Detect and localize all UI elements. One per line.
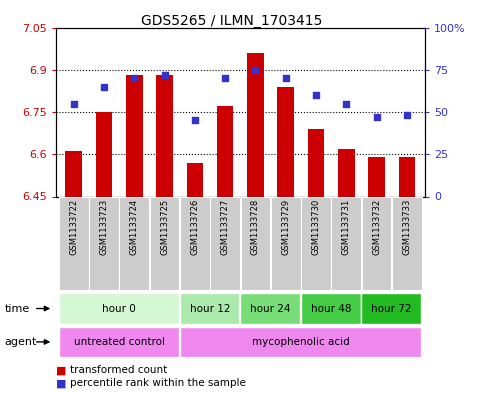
Bar bbox=[362, 197, 391, 290]
Bar bbox=[392, 197, 422, 290]
Bar bbox=[210, 197, 240, 290]
Bar bbox=[126, 75, 142, 196]
Text: ■: ■ bbox=[56, 365, 66, 375]
Point bbox=[342, 100, 350, 107]
Bar bbox=[331, 197, 361, 290]
Text: hour 72: hour 72 bbox=[371, 303, 412, 314]
Bar bbox=[65, 151, 82, 196]
Bar bbox=[59, 197, 88, 290]
Text: GSM1133728: GSM1133728 bbox=[251, 198, 260, 255]
Point bbox=[312, 92, 320, 98]
Bar bbox=[119, 197, 149, 290]
Text: GSM1133729: GSM1133729 bbox=[281, 198, 290, 255]
Bar bbox=[361, 294, 421, 323]
Bar bbox=[58, 294, 179, 323]
Text: untreated control: untreated control bbox=[73, 337, 165, 347]
Bar bbox=[150, 197, 179, 290]
Point bbox=[70, 100, 78, 107]
Bar bbox=[301, 294, 360, 323]
Text: GSM1133731: GSM1133731 bbox=[342, 198, 351, 255]
Text: GSM1133725: GSM1133725 bbox=[160, 198, 169, 255]
Bar bbox=[96, 112, 113, 196]
Bar bbox=[368, 157, 385, 196]
Text: hour 24: hour 24 bbox=[250, 303, 291, 314]
Text: hour 48: hour 48 bbox=[311, 303, 352, 314]
Text: hour 0: hour 0 bbox=[102, 303, 136, 314]
Text: GSM1133722: GSM1133722 bbox=[69, 198, 78, 255]
Text: mycophenolic acid: mycophenolic acid bbox=[252, 337, 350, 347]
Bar bbox=[58, 327, 179, 357]
Bar bbox=[277, 86, 294, 196]
Text: GSM1133733: GSM1133733 bbox=[402, 198, 412, 255]
Bar bbox=[338, 149, 355, 196]
Text: transformed count: transformed count bbox=[70, 365, 167, 375]
Point bbox=[373, 114, 381, 120]
Point bbox=[191, 117, 199, 123]
Text: ■: ■ bbox=[56, 378, 66, 388]
Bar bbox=[180, 327, 421, 357]
Bar bbox=[247, 53, 264, 196]
Bar bbox=[241, 197, 270, 290]
Bar bbox=[89, 197, 119, 290]
Bar bbox=[180, 294, 240, 323]
Text: agent: agent bbox=[5, 337, 37, 347]
Text: GSM1133723: GSM1133723 bbox=[99, 198, 109, 255]
Bar bbox=[156, 75, 173, 196]
Point bbox=[161, 72, 169, 78]
Bar bbox=[308, 129, 325, 196]
Text: percentile rank within the sample: percentile rank within the sample bbox=[70, 378, 246, 388]
Text: time: time bbox=[5, 303, 30, 314]
Bar bbox=[186, 163, 203, 196]
Bar bbox=[398, 157, 415, 196]
Bar bbox=[271, 197, 300, 290]
Bar bbox=[301, 197, 331, 290]
Point bbox=[100, 83, 108, 90]
Text: hour 12: hour 12 bbox=[190, 303, 230, 314]
Point bbox=[282, 75, 290, 81]
Point bbox=[403, 112, 411, 119]
Point bbox=[130, 75, 138, 81]
Text: GDS5265 / ILMN_1703415: GDS5265 / ILMN_1703415 bbox=[141, 14, 323, 28]
Bar bbox=[217, 107, 233, 196]
Text: GSM1133726: GSM1133726 bbox=[190, 198, 199, 255]
Bar bbox=[180, 197, 210, 290]
Text: GSM1133732: GSM1133732 bbox=[372, 198, 381, 255]
Text: GSM1133724: GSM1133724 bbox=[130, 198, 139, 255]
Text: GSM1133727: GSM1133727 bbox=[221, 198, 229, 255]
Text: GSM1133730: GSM1133730 bbox=[312, 198, 321, 255]
Point bbox=[221, 75, 229, 81]
Point bbox=[252, 66, 259, 73]
Bar bbox=[241, 294, 300, 323]
